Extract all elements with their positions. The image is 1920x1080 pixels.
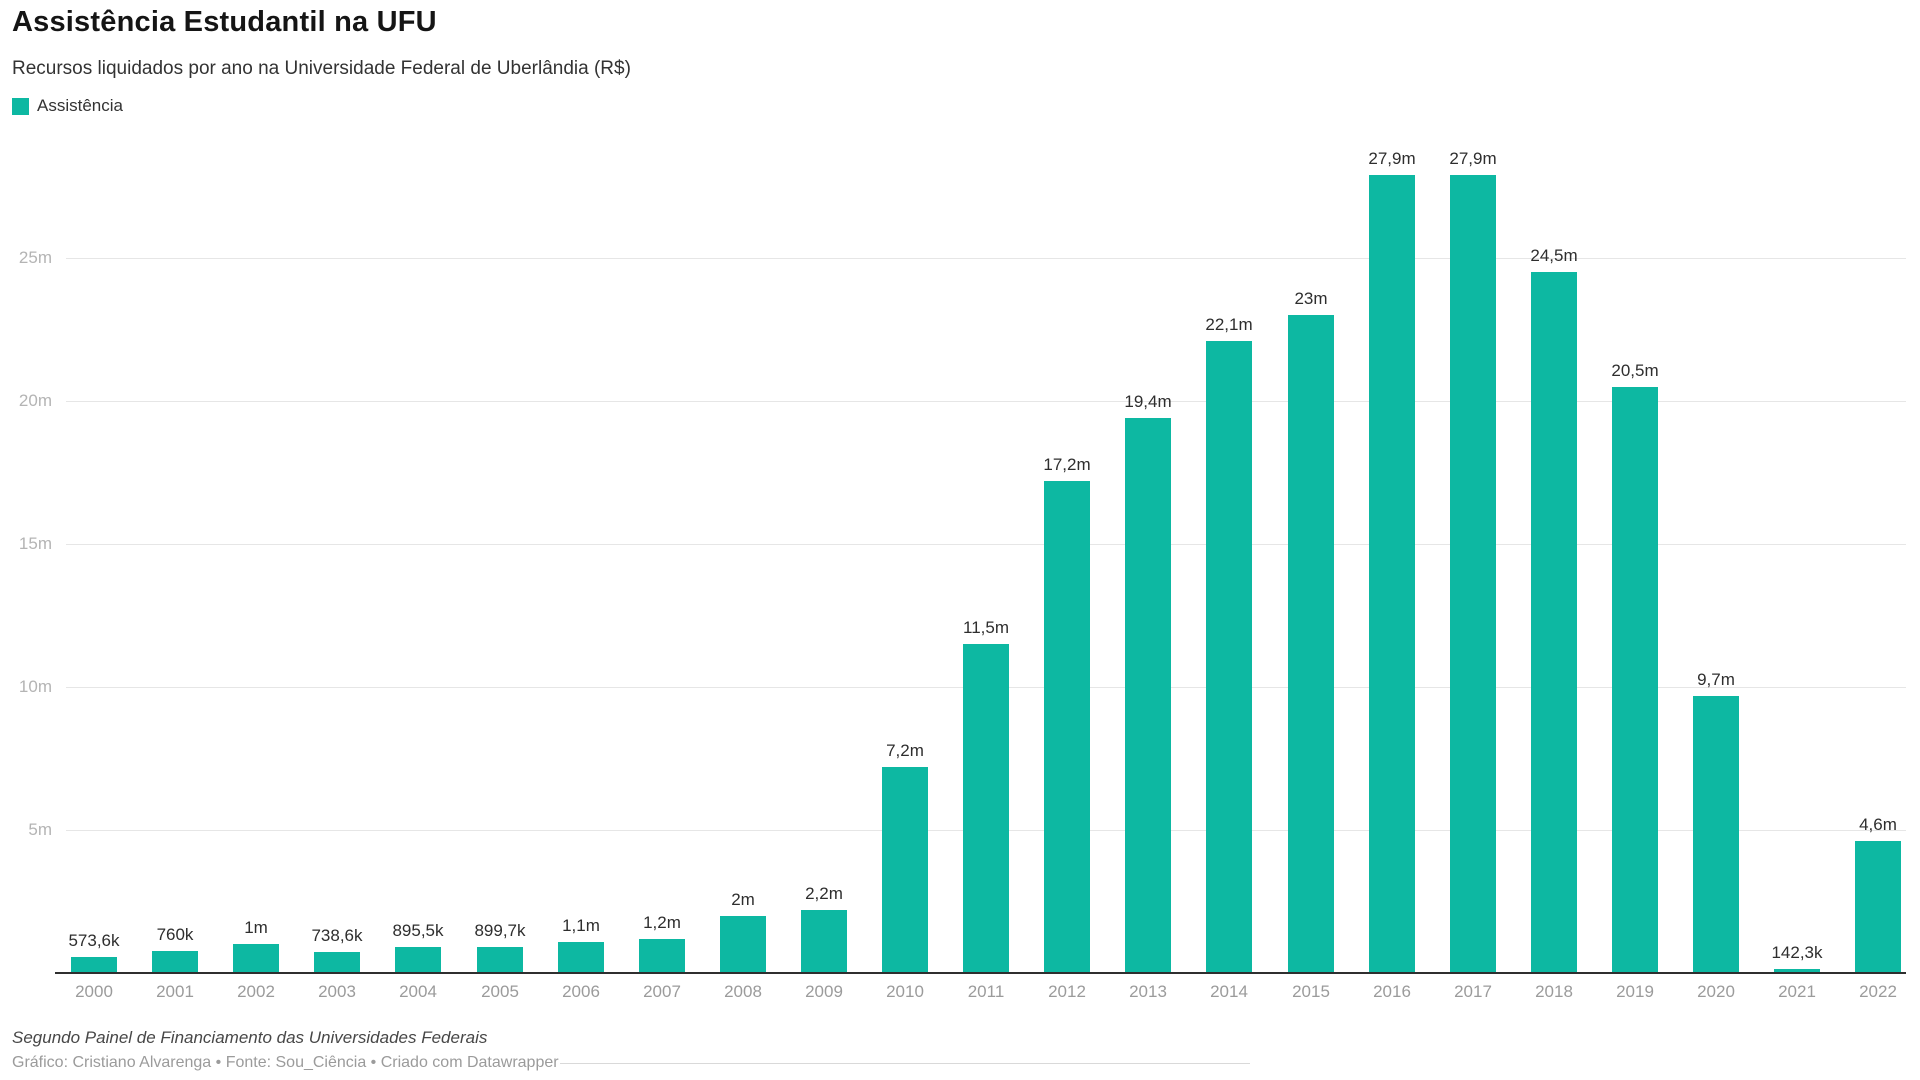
- x-axis-label: 2014: [1210, 982, 1248, 1001]
- bar-2022[interactable]: [1855, 841, 1901, 973]
- x-axis-label: 2016: [1373, 982, 1411, 1001]
- x-axis-label: 2009: [805, 982, 843, 1001]
- y-axis-tick-label: 10m: [18, 677, 52, 696]
- y-axis-tick-label: 20m: [18, 391, 52, 410]
- value-label: 17,2m: [1043, 455, 1091, 474]
- x-axis-label: 2007: [643, 982, 681, 1001]
- value-label: 895,5k: [392, 921, 444, 940]
- gridline: [66, 544, 1906, 545]
- value-label: 27,9m: [1368, 149, 1416, 168]
- x-axis-label: 2001: [156, 982, 194, 1001]
- bar-2004[interactable]: [395, 947, 441, 973]
- x-axis-label: 2003: [318, 982, 356, 1001]
- x-axis-label: 2018: [1535, 982, 1573, 1001]
- x-axis-label: 2002: [237, 982, 275, 1001]
- bar-2002[interactable]: [233, 944, 279, 973]
- value-label: 7,2m: [886, 741, 924, 760]
- x-axis-label: 2020: [1697, 982, 1735, 1001]
- bar-2005[interactable]: [477, 947, 523, 973]
- gridline: [66, 258, 1906, 259]
- bar-2018[interactable]: [1531, 272, 1577, 973]
- bar-2000[interactable]: [71, 957, 117, 973]
- bar-2017[interactable]: [1450, 175, 1496, 973]
- bar-2007[interactable]: [639, 939, 685, 973]
- bar-2016[interactable]: [1369, 175, 1415, 973]
- value-label: 573,6k: [68, 931, 120, 950]
- page-title: Assistência Estudantil na UFU: [12, 6, 437, 38]
- bar-2009[interactable]: [801, 910, 847, 973]
- bar-2019[interactable]: [1612, 387, 1658, 973]
- value-label: 23m: [1294, 289, 1328, 308]
- x-axis-label: 2011: [967, 982, 1005, 1001]
- bar-2010[interactable]: [882, 767, 928, 973]
- value-label: 899,7k: [474, 921, 526, 940]
- value-label: 24,5m: [1530, 246, 1578, 265]
- x-axis-label: 2012: [1048, 982, 1086, 1001]
- y-axis-tick-label: 5m: [28, 820, 52, 839]
- value-label: 738,6k: [311, 926, 363, 945]
- bar-2015[interactable]: [1288, 315, 1334, 973]
- bar-2013[interactable]: [1125, 418, 1171, 973]
- x-axis-baseline: [55, 972, 1906, 974]
- legend: Assistência: [12, 96, 123, 116]
- value-label: 11,5m: [963, 618, 1009, 637]
- x-axis-label: 2008: [724, 982, 762, 1001]
- bar-2003[interactable]: [314, 952, 360, 973]
- gridline: [66, 401, 1906, 402]
- x-axis-label: 2022: [1859, 982, 1897, 1001]
- y-axis-tick-label: 15m: [18, 534, 52, 553]
- chart-subtitle: Recursos liquidados por ano na Universid…: [12, 58, 631, 79]
- x-axis-label: 2000: [75, 982, 113, 1001]
- value-label: 760k: [156, 925, 194, 944]
- value-label: 1,2m: [643, 913, 681, 932]
- bar-2008[interactable]: [720, 916, 766, 973]
- value-label: 19,4m: [1124, 392, 1172, 411]
- value-label: 20,5m: [1611, 361, 1659, 380]
- x-axis-label: 2006: [562, 982, 600, 1001]
- value-label: 2m: [731, 890, 755, 909]
- bar-2014[interactable]: [1206, 341, 1252, 973]
- x-axis-label: 2010: [886, 982, 924, 1001]
- value-label: 1m: [244, 918, 268, 937]
- bar-2006[interactable]: [558, 942, 604, 973]
- x-axis-label: 2013: [1129, 982, 1167, 1001]
- x-axis-label: 2019: [1616, 982, 1654, 1001]
- value-label: 4,6m: [1859, 815, 1897, 834]
- y-axis-tick-label: 25m: [18, 248, 52, 267]
- x-axis-label: 2021: [1778, 982, 1816, 1001]
- bar-2011[interactable]: [963, 644, 1009, 973]
- bar-2020[interactable]: [1693, 696, 1739, 973]
- legend-label: Assistência: [37, 96, 123, 115]
- x-axis-label: 2017: [1454, 982, 1492, 1001]
- value-label: 27,9m: [1449, 149, 1497, 168]
- value-label: 2,2m: [805, 884, 843, 903]
- value-label: 22,1m: [1205, 315, 1253, 334]
- source-note: Segundo Painel de Financiamento das Univ…: [12, 1028, 488, 1047]
- x-axis-label: 2005: [481, 982, 519, 1001]
- x-axis-label: 2015: [1292, 982, 1330, 1001]
- value-label: 1,1m: [562, 916, 600, 935]
- bar-2021[interactable]: [1774, 969, 1820, 973]
- value-label: 142,3k: [1771, 943, 1823, 962]
- value-label: 9,7m: [1697, 670, 1735, 689]
- legend-swatch-icon: [12, 97, 29, 115]
- bar-2012[interactable]: [1044, 481, 1090, 973]
- credit-line: Gráfico: Cristiano Alvarenga • Fonte: So…: [12, 1054, 559, 1071]
- x-axis-label: 2004: [399, 982, 437, 1001]
- bar-2001[interactable]: [152, 951, 198, 973]
- page-divider: [560, 1063, 1250, 1064]
